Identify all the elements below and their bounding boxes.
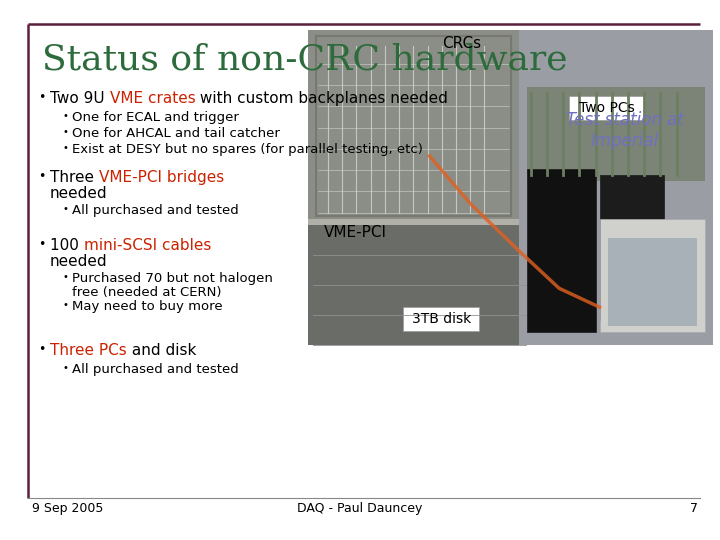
Text: free (needed at CERN): free (needed at CERN) <box>72 286 222 299</box>
Bar <box>316 36 510 216</box>
Text: Two PCs: Two PCs <box>580 101 635 115</box>
FancyBboxPatch shape <box>570 96 645 120</box>
Text: with custom backplanes needed: with custom backplanes needed <box>195 91 448 106</box>
Text: needed: needed <box>50 186 107 201</box>
Bar <box>527 87 705 181</box>
Text: •: • <box>38 343 45 356</box>
Text: Two 9U: Two 9U <box>50 91 109 106</box>
Text: •: • <box>38 238 45 251</box>
Bar <box>308 225 531 345</box>
Text: May need to buy more: May need to buy more <box>72 300 222 313</box>
Text: Test station at
Imperial: Test station at Imperial <box>566 111 684 150</box>
Text: One for AHCAL and tail catcher: One for AHCAL and tail catcher <box>72 127 280 140</box>
Bar <box>608 238 697 326</box>
Text: •: • <box>38 170 45 183</box>
Text: mini-SCSI cables: mini-SCSI cables <box>84 238 211 253</box>
Text: VME-PCI bridges: VME-PCI bridges <box>99 170 224 185</box>
Text: •: • <box>62 204 68 214</box>
Text: •: • <box>62 272 68 282</box>
Text: All purchased and tested: All purchased and tested <box>72 363 239 376</box>
Text: •: • <box>62 111 68 121</box>
Text: Three PCs: Three PCs <box>50 343 127 358</box>
Bar <box>308 30 713 345</box>
Text: Exist at DESY but no spares (for parallel testing, etc): Exist at DESY but no spares (for paralle… <box>72 143 423 156</box>
Text: Three: Three <box>50 170 99 185</box>
Bar <box>600 175 665 320</box>
Bar <box>518 30 713 345</box>
Text: CRCs: CRCs <box>442 36 482 51</box>
Text: 100: 100 <box>50 238 84 253</box>
Text: •: • <box>38 91 45 104</box>
Text: •: • <box>62 363 68 373</box>
Bar <box>308 30 518 219</box>
Text: DAQ - Paul Dauncey: DAQ - Paul Dauncey <box>297 502 423 515</box>
Text: •: • <box>62 300 68 310</box>
Text: Status of non-CRC hardware: Status of non-CRC hardware <box>42 42 567 76</box>
Bar <box>600 219 705 333</box>
Text: •: • <box>62 143 68 153</box>
Text: All purchased and tested: All purchased and tested <box>72 204 239 217</box>
Text: VME-PCI: VME-PCI <box>324 225 387 240</box>
FancyBboxPatch shape <box>403 307 480 331</box>
Text: 9 Sep 2005: 9 Sep 2005 <box>32 502 104 515</box>
Bar <box>527 168 595 333</box>
Text: Purchased 70 but not halogen: Purchased 70 but not halogen <box>72 272 273 285</box>
Text: needed: needed <box>50 254 107 269</box>
Text: One for ECAL and trigger: One for ECAL and trigger <box>72 111 239 124</box>
Text: 3TB disk: 3TB disk <box>412 312 471 326</box>
Text: and disk: and disk <box>127 343 196 358</box>
Text: 7: 7 <box>690 502 698 515</box>
Text: •: • <box>62 127 68 137</box>
Text: VME crates: VME crates <box>109 91 195 106</box>
